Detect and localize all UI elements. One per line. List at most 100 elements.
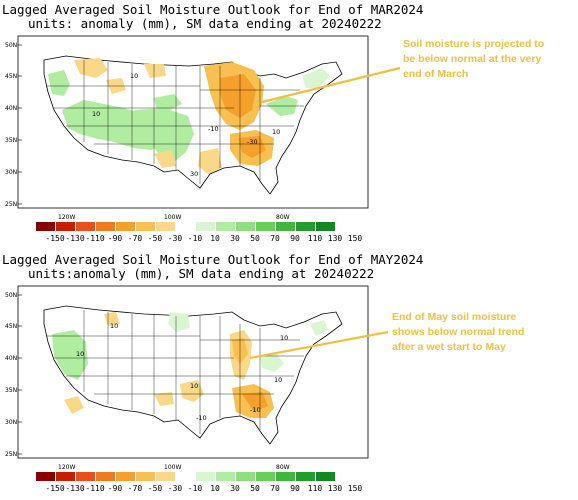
outlook-panel-may: Lagged Averaged Soil Moisture Outlook fo… xyxy=(0,250,578,500)
colorbar-swatch xyxy=(176,222,195,231)
callout-text: Soil moisture is projected to be below n… xyxy=(403,38,545,80)
contour-label: 10 xyxy=(274,376,282,384)
colorbar-label: -110 xyxy=(85,484,104,493)
colorbar-label: -90 xyxy=(108,234,123,243)
colorbar-swatch xyxy=(256,222,275,231)
colorbar-label: -70 xyxy=(128,234,143,243)
colorbar-label: 70 xyxy=(270,234,280,243)
colorbar-label: -50 xyxy=(148,234,163,243)
colorbar-swatch xyxy=(296,222,315,231)
colorbar: 120W 100W 80W -150 -130 -110 -90 -70 -50 -30 -1… xyxy=(36,464,363,493)
lat-label: 30N xyxy=(5,419,17,426)
colorbar-swatch xyxy=(136,472,155,481)
callout-arrow xyxy=(261,66,401,104)
colorbar-label: -90 xyxy=(108,484,123,493)
colorbar-label: 110 xyxy=(308,484,323,493)
colorbar-swatch xyxy=(76,222,95,231)
colorbar-label: 90 xyxy=(290,234,300,243)
colorbar-swatch xyxy=(56,472,75,481)
colorbar-swatch xyxy=(56,222,75,231)
colorbar-swatch xyxy=(316,222,335,231)
colorbar-swatch xyxy=(116,472,135,481)
outlook-panel-mar: Lagged Averaged Soil Moisture Outlook fo… xyxy=(2,3,545,244)
contour-label: -10 xyxy=(250,406,261,414)
callout-text: End of May soil moisture shows below nor… xyxy=(392,311,525,353)
colorbar-swatch xyxy=(96,472,115,481)
contour-label: 10 xyxy=(76,350,84,358)
colorbar-label: 50 xyxy=(250,484,260,493)
colorbar-swatch xyxy=(176,472,195,481)
lat-label: 25N xyxy=(5,201,17,208)
colorbar: 120W 100W 80W -150 -130 -110 -90 -70 -50 -30 -1… xyxy=(36,214,363,243)
colorbar-label: -130 xyxy=(65,234,84,243)
colorbar-swatch xyxy=(156,472,175,481)
colorbar-label: 150 xyxy=(348,484,363,493)
lat-label: 25N xyxy=(5,451,17,458)
colorbar-swatch xyxy=(296,472,315,481)
colorbar-label: 70 xyxy=(270,484,280,493)
colorbar-label: -10 xyxy=(188,484,203,493)
colorbar-label: 10 xyxy=(210,484,220,493)
contour-label: 10 xyxy=(110,322,118,330)
contour-label: 10 xyxy=(190,382,198,390)
map-subtitle: units: anomaly (mm), SM data ending at 2… xyxy=(28,16,382,31)
colorbar-swatch xyxy=(196,472,215,481)
colorbar-swatch xyxy=(236,222,255,231)
lat-label: 30N xyxy=(5,169,17,176)
lat-label: 45N xyxy=(5,323,17,330)
colorbar-swatch xyxy=(156,222,175,231)
contour-label: 10 xyxy=(280,334,288,342)
colorbar-label: -70 xyxy=(128,484,143,493)
contour-label: -10 xyxy=(196,414,207,422)
colorbar-swatch xyxy=(36,472,55,481)
colorbar-label: -130 xyxy=(65,484,84,493)
lon-label: 120W xyxy=(58,214,75,221)
lon-label: 80W xyxy=(276,214,290,221)
colorbar-swatch xyxy=(216,472,235,481)
colorbar-swatch xyxy=(196,222,215,231)
colorbar-swatch xyxy=(256,472,275,481)
colorbar-label: -150 xyxy=(45,484,64,493)
lon-label: 100W xyxy=(164,214,181,221)
colorbar-label: 130 xyxy=(328,234,343,243)
colorbar-label: 10 xyxy=(210,234,220,243)
lat-label: 45N xyxy=(5,73,17,80)
lat-label: 40N xyxy=(5,105,17,112)
contour-label: -10 xyxy=(208,125,219,133)
lat-label: 50N xyxy=(5,42,17,49)
colorbar-swatch xyxy=(116,222,135,231)
colorbar-swatch xyxy=(136,222,155,231)
colorbar-label: 150 xyxy=(348,234,363,243)
colorbar-swatch xyxy=(276,222,295,231)
colorbar-swatch xyxy=(316,472,335,481)
colorbar-label: -30 xyxy=(168,234,183,243)
colorbar-label: -150 xyxy=(45,234,64,243)
lat-label: 35N xyxy=(5,137,17,144)
contour-label: -30 xyxy=(247,138,258,146)
colorbar-label: -30 xyxy=(168,484,183,493)
colorbar-swatch xyxy=(236,472,255,481)
soil-moisture-map: 50N 45N 40N 35N 30N 25N xyxy=(5,285,369,459)
contour-label: 30 xyxy=(190,170,198,178)
colorbar-label: -50 xyxy=(148,484,163,493)
colorbar-swatch xyxy=(36,222,55,231)
contour-label: 10 xyxy=(272,128,280,136)
colorbar-label: 50 xyxy=(250,234,260,243)
map-subtitle: units:anomaly (mm), SM data ending at 20… xyxy=(28,266,375,281)
colorbar-label: 110 xyxy=(308,234,323,243)
map-title: Lagged Averaged Soil Moisture Outlook fo… xyxy=(2,252,424,267)
lat-label: 50N xyxy=(5,292,17,299)
lat-label: 35N xyxy=(5,387,17,394)
callout-arrow xyxy=(249,330,389,360)
lat-label: 40N xyxy=(5,355,17,362)
contour-label: 10 xyxy=(92,110,100,118)
contour-label: 10 xyxy=(130,72,138,80)
colorbar-label: -110 xyxy=(85,234,104,243)
colorbar-label: 90 xyxy=(290,484,300,493)
lon-label: 80W xyxy=(276,464,290,471)
colorbar-swatch xyxy=(216,222,235,231)
colorbar-label: 130 xyxy=(328,484,343,493)
soil-moisture-map: 50N 45N 40N 35N 30N 25N xyxy=(5,35,369,209)
colorbar-swatch xyxy=(76,472,95,481)
colorbar-label: 30 xyxy=(230,234,240,243)
